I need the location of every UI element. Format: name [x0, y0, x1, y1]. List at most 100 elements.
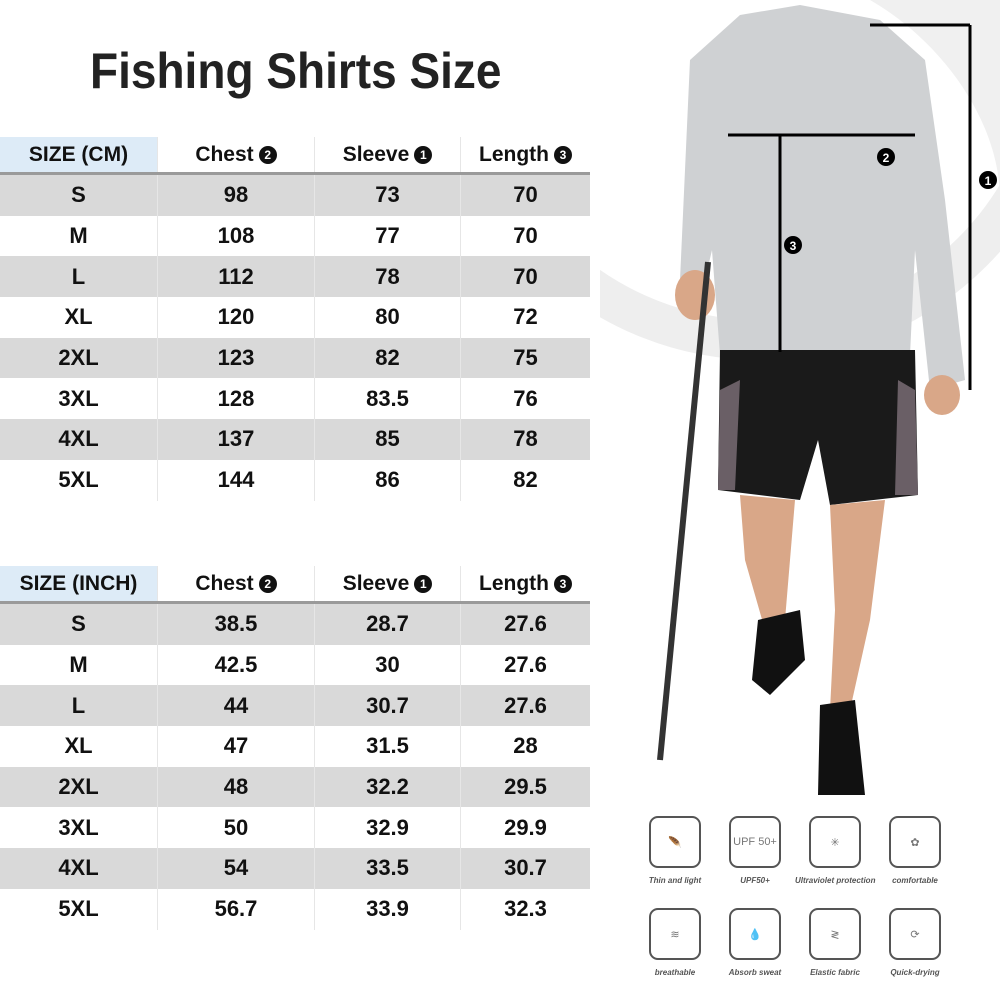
feature-item: ≋ breathable	[635, 908, 715, 977]
cotton-icon: ✿	[889, 816, 941, 868]
table-cell: 2XL	[58, 345, 99, 371]
header-label: Chest	[195, 571, 254, 595]
table-cell: 82	[460, 459, 590, 501]
header-cell: Length 3	[460, 137, 590, 172]
breathable-icon: ≋	[649, 908, 701, 960]
header-cell: SIZE (INCH)	[0, 566, 157, 601]
header-cell: SIZE (CM)	[0, 137, 157, 172]
table-cell: L	[71, 263, 86, 289]
number-badge-icon: 1	[414, 145, 433, 164]
table-cell: 32.3	[460, 888, 590, 930]
table-cell: 4XL	[58, 855, 99, 881]
table-cell: 108	[157, 215, 314, 257]
table-row: 4XL 54 33.5 30.7	[0, 848, 590, 889]
table-row: 2XL 123 82 75	[0, 337, 590, 379]
table-header: SIZE (CM) Chest 2 Sleeve 1 Length 3	[0, 137, 590, 175]
table-header: SIZE (INCH) Chest 2 Sleeve 1 Length 3	[0, 566, 590, 604]
feature-label: breathable	[654, 968, 696, 977]
table-cell: 4XL	[58, 426, 99, 452]
table-cell: 112	[157, 256, 314, 298]
table-cell: 54	[157, 848, 314, 889]
table-cell: 85	[314, 419, 460, 460]
sleeve-badge: 1	[985, 174, 992, 188]
table-row: L 44 30.7 27.6	[0, 685, 590, 727]
model-photo: 1 2 3	[600, 0, 1000, 795]
table-row: 4XL 137 85 78	[0, 419, 590, 460]
feather-icon: 🪶	[649, 816, 701, 868]
header-label: Chest	[195, 142, 254, 166]
table-cell: S	[71, 611, 86, 637]
number-badge-icon: 3	[553, 145, 572, 164]
table-row: 3XL 128 83.5 76	[0, 378, 590, 420]
elastic-icon: ≷	[809, 908, 861, 960]
table-cell: 50	[157, 807, 314, 849]
table-cell: 70	[460, 215, 590, 257]
table-cell: 75	[460, 337, 590, 379]
table-cell: M	[69, 223, 88, 249]
table-cell: 31.5	[314, 726, 460, 767]
header-cell: Chest 2	[157, 137, 314, 172]
table-cell: 42.5	[157, 644, 314, 686]
header-cell: Chest 2	[157, 566, 314, 601]
table-cell: 72	[460, 297, 590, 338]
table-cell: 27.6	[460, 644, 590, 686]
header-label: Length	[479, 571, 549, 595]
number-badge-icon: 3	[553, 574, 572, 593]
table-cell: 32.2	[314, 766, 460, 808]
table-cell: 3XL	[58, 814, 99, 840]
table-row: S 38.5 28.7 27.6	[0, 604, 590, 645]
table-cell: 98	[157, 175, 314, 216]
table-cell: 56.7	[157, 888, 314, 930]
table-cell: 33.9	[314, 888, 460, 930]
table-cell: 137	[157, 419, 314, 460]
table-cell: 76	[460, 378, 590, 420]
table-row: M 42.5 30 27.6	[0, 644, 590, 686]
table-cell: 44	[157, 685, 314, 727]
table-row: XL 47 31.5 28	[0, 726, 590, 767]
header-cell: Length 3	[460, 566, 590, 601]
table-cell: 2XL	[58, 774, 99, 800]
table-cell: 123	[157, 337, 314, 379]
feature-label: Elastic fabric	[810, 968, 860, 977]
table-cell: 47	[157, 726, 314, 767]
table-cell: 30.7	[460, 848, 590, 889]
page-title: Fishing Shirts Size	[90, 43, 502, 99]
header-label: Sleeve	[342, 142, 410, 166]
feature-item: 🪶 Thin and light	[635, 816, 715, 885]
table-cell: 73	[314, 175, 460, 216]
table-cell: 80	[314, 297, 460, 338]
feature-item: ⟳ Quick-drying	[875, 908, 955, 977]
droplet-icon: 💧	[729, 908, 781, 960]
table-cell: 27.6	[460, 604, 590, 645]
header-label: Sleeve	[342, 571, 410, 595]
table-cell: 29.5	[460, 766, 590, 808]
table-cell: 5XL	[58, 467, 99, 493]
feature-label: Thin and light	[648, 876, 702, 885]
upf-icon: UPF 50+	[729, 816, 781, 868]
header-cell: Sleeve 1	[314, 137, 460, 172]
header-label: Length	[479, 142, 549, 166]
chest-badge: 2	[883, 151, 890, 165]
number-badge-icon: 1	[414, 574, 433, 593]
table-cell: XL	[64, 304, 93, 330]
table-cell: 77	[314, 215, 460, 257]
feature-item: UPF 50+ UPF50+	[715, 816, 795, 885]
table-cell: 27.6	[460, 685, 590, 727]
uv-icon: ✳	[809, 816, 861, 868]
table-cell: 30.7	[314, 685, 460, 727]
number-badge-icon: 2	[258, 574, 277, 593]
table-row: 3XL 50 32.9 29.9	[0, 807, 590, 849]
cycle-icon: ⟳	[889, 908, 941, 960]
table-row: 5XL 56.7 33.9 32.3	[0, 888, 590, 930]
table-cell: 3XL	[58, 385, 99, 411]
table-cell: 70	[460, 175, 590, 216]
feature-label: Ultraviolet protection	[795, 876, 876, 885]
table-cell: 38.5	[157, 604, 314, 645]
feature-item: ≷ Elastic fabric	[795, 908, 875, 977]
table-cell: 120	[157, 297, 314, 338]
table-cell: 33.5	[314, 848, 460, 889]
table-cell: 82	[314, 337, 460, 379]
table-cell: 83.5	[314, 378, 460, 420]
table-row: S 98 73 70	[0, 175, 590, 216]
feature-label: UPF50+	[740, 876, 770, 885]
